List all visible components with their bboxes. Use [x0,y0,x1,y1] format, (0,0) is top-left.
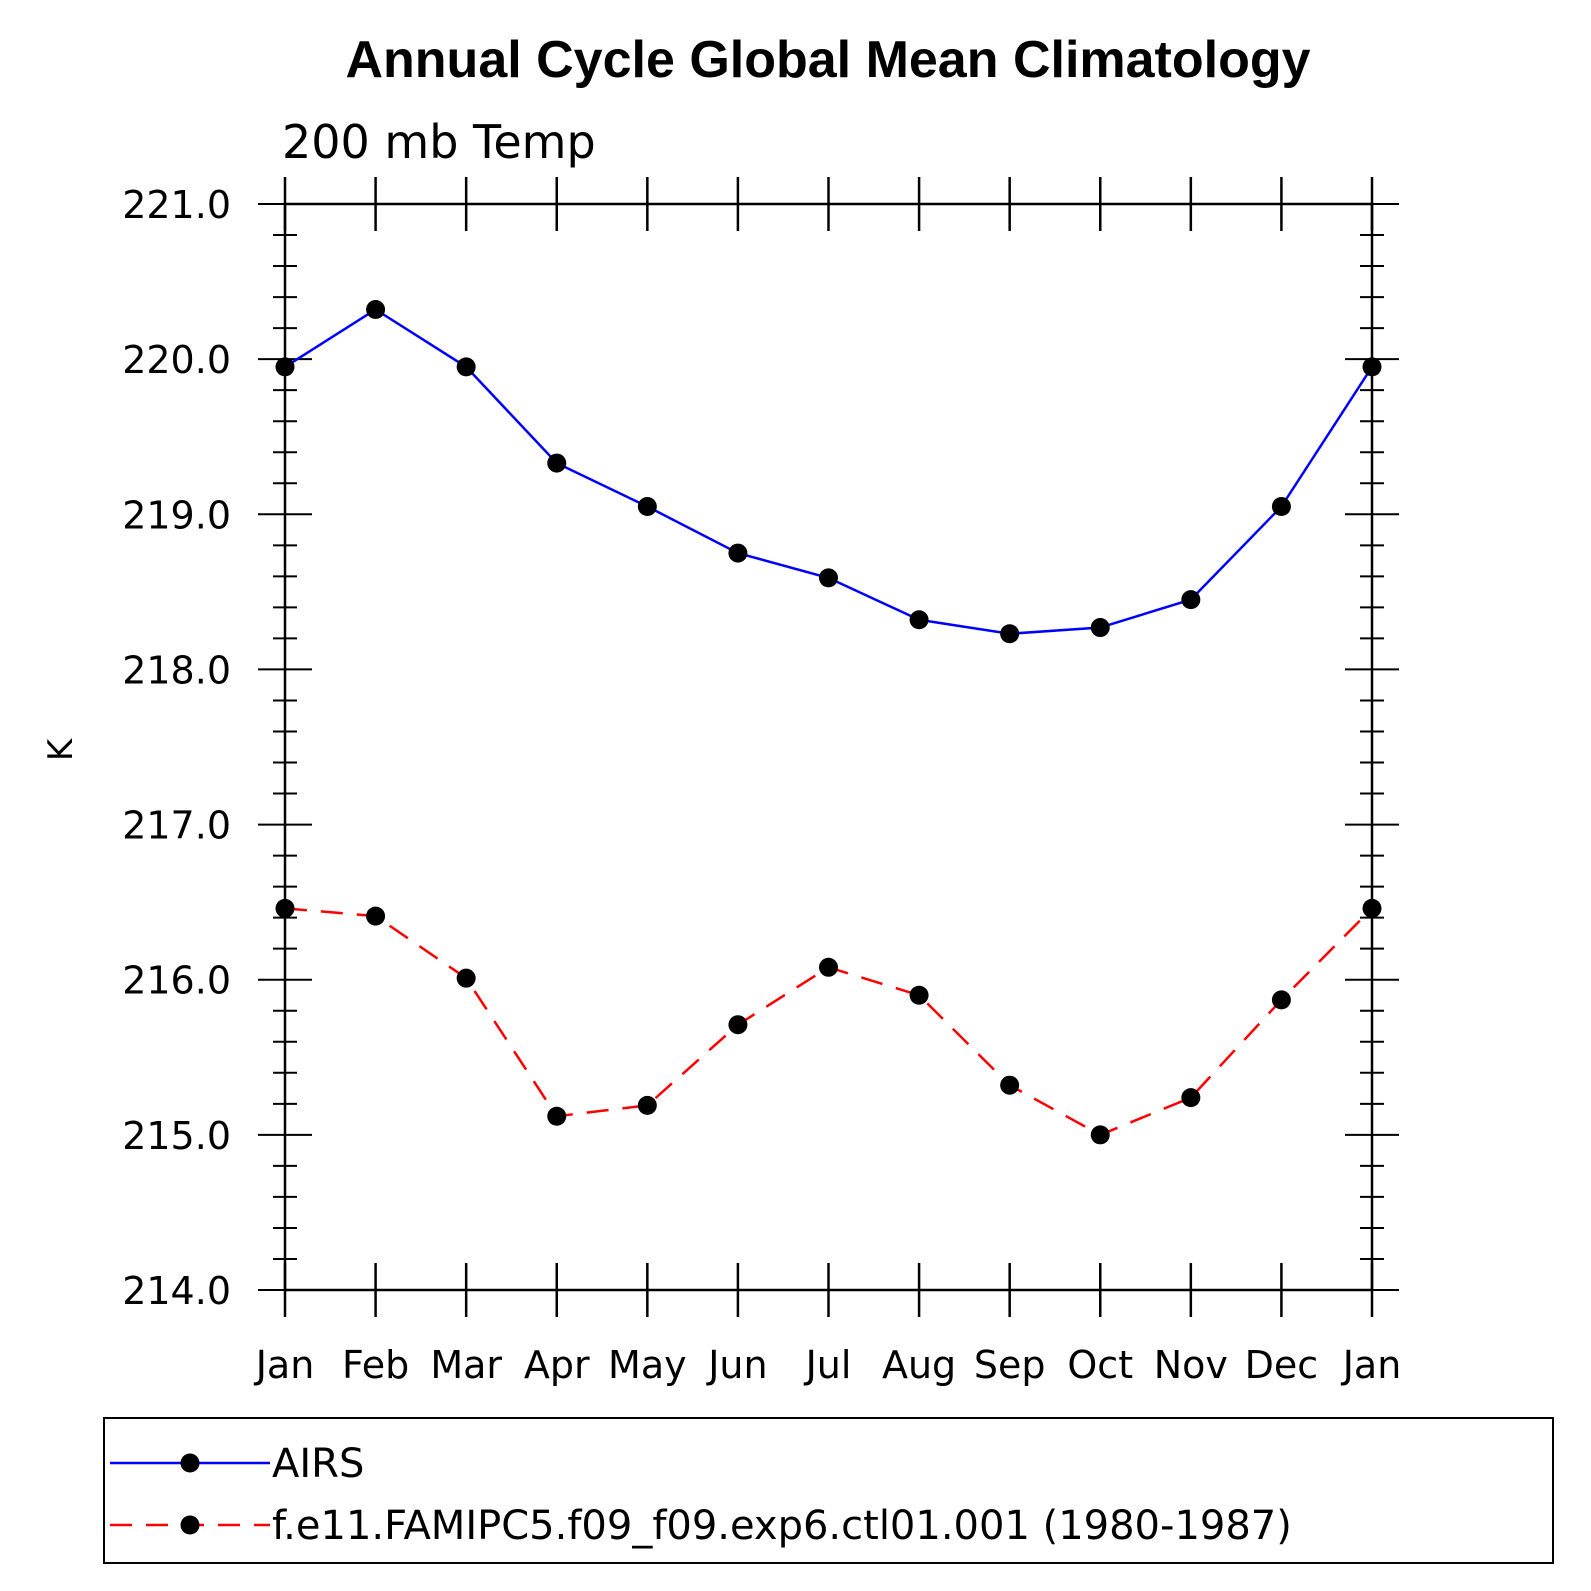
series-1-point [728,1015,748,1035]
series-1-point [1090,1125,1110,1145]
x-tick-label: Jul [804,1343,852,1387]
x-tick-label: Apr [524,1343,590,1387]
series-1-point [275,898,295,918]
x-tick-label: Sep [974,1343,1046,1387]
series-1-point [456,968,476,988]
series-1-point [547,1106,567,1126]
y-tick-labels: 214.0 215.0 216.0 217.0 218.0 219.0 220.0 221.0 [122,183,231,1313]
series-line-1 [284,907,1373,1137]
y-tick-label: 221.0 [122,183,231,227]
legend-marker-0 [180,1453,200,1473]
series-1-point [819,957,838,977]
axis-ticks [258,177,1399,1317]
chart-title: Annual Cycle Global Mean Climatology [345,31,1310,89]
series-1-point [1181,1088,1201,1108]
series-1-point [637,1095,657,1115]
series-1-point [1362,898,1382,918]
chart-subtitle: 200 mb Temp [282,115,596,169]
x-tick-label: Jun [706,1343,767,1387]
series-0-point [1362,357,1382,377]
x-tick-label: Aug [882,1343,956,1387]
series-0-point [275,357,295,377]
x-tick-label: Oct [1067,1343,1133,1387]
y-tick-label: 217.0 [122,804,231,848]
x-tick-label: May [608,1343,687,1387]
series-0-point [456,357,476,377]
y-tick-label: 215.0 [122,1114,231,1158]
series-0-point [1181,590,1201,610]
series-0-point [728,543,748,563]
series-0-point [819,568,838,588]
series-0-point [1000,624,1020,644]
series-0-point [547,453,567,473]
x-tick-label: Feb [342,1343,409,1387]
x-tick-label: Mar [430,1343,502,1387]
series-1-point [1000,1075,1020,1095]
x-tick-label: Jan [1341,1343,1402,1387]
legend-label-0: AIRS [272,1441,364,1487]
series-0-point [366,299,386,319]
x-tick-label: Nov [1154,1343,1228,1387]
x-tick-label: Jan [254,1343,315,1387]
legend-label-1: f.e11.FAMIPC5.f09_f09.exp6.ctl01.001 (19… [272,1503,1292,1549]
series-layer [275,299,1382,1145]
series-1-point [909,985,929,1005]
legend-box [103,1417,1554,1564]
y-tick-label: 216.0 [122,959,231,1003]
y-tick-label: 220.0 [122,338,231,382]
y-tick-label: 219.0 [122,493,231,537]
series-0-point [1271,497,1291,517]
series-0-point [637,497,657,517]
y-axis-label: K [41,737,81,761]
series-0-point [1090,618,1110,638]
x-tick-label: Dec [1245,1343,1319,1387]
plot-frame [283,202,1374,1292]
legend: AIRS f.e11.FAMIPC5.f09_f09.exp6.ctl01.001… [110,1441,1292,1549]
series-1-point [366,906,386,926]
y-tick-label: 218.0 [122,648,231,692]
series-1-point [1271,990,1291,1010]
legend-marker-1 [180,1515,200,1535]
x-tick-labels: Jan Feb Mar Apr May Jun Jul Aug Sep Oct Nov Dec Jan [254,1343,1402,1387]
series-0-point [909,610,929,630]
y-tick-label: 214.0 [122,1269,231,1313]
